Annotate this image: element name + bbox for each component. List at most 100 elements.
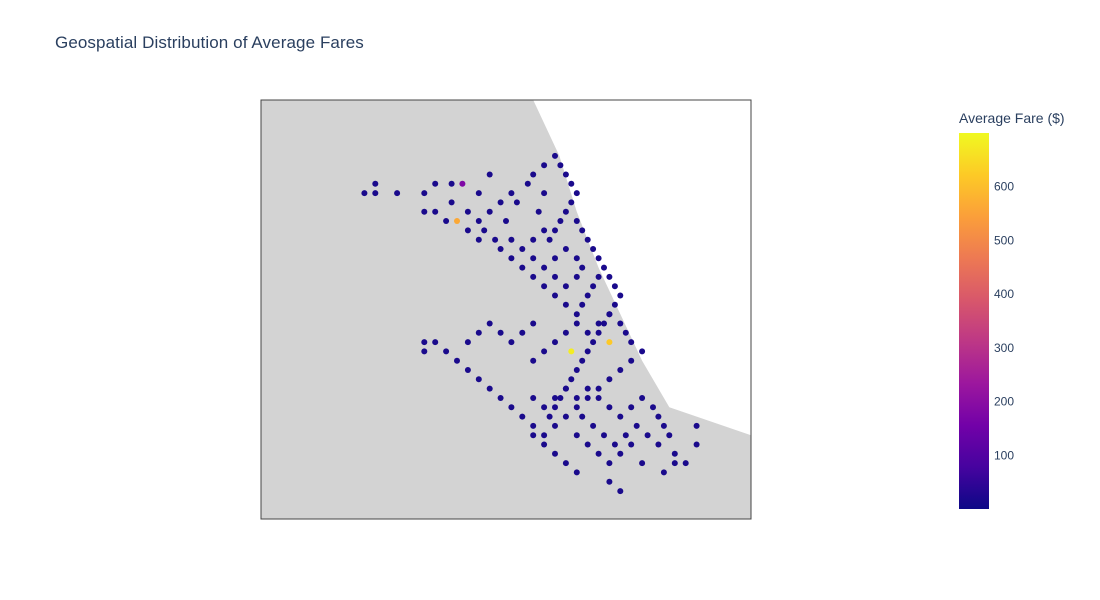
fare-point[interactable] — [617, 488, 624, 495]
fare-point[interactable] — [573, 311, 580, 318]
fare-point[interactable] — [606, 311, 613, 318]
fare-point[interactable] — [546, 236, 553, 243]
fare-point[interactable] — [552, 273, 558, 280]
fare-point[interactable] — [541, 190, 548, 197]
fare-point[interactable] — [622, 432, 629, 439]
fare-point[interactable] — [595, 395, 602, 401]
fare-point[interactable] — [584, 395, 591, 401]
fare-point[interactable] — [541, 283, 548, 290]
fare-point[interactable] — [557, 162, 564, 169]
fare-point[interactable] — [693, 422, 700, 429]
fare-point[interactable] — [464, 367, 471, 373]
fare-point[interactable] — [443, 348, 450, 355]
fare-point[interactable] — [530, 357, 537, 364]
fare-point[interactable] — [579, 264, 586, 271]
fare-point[interactable] — [617, 292, 624, 299]
fare-point[interactable] — [595, 385, 602, 392]
fare-point[interactable] — [595, 320, 602, 327]
fare-point[interactable] — [562, 385, 569, 392]
fare-point[interactable] — [552, 404, 558, 411]
fare-point[interactable] — [595, 255, 602, 262]
fare-point[interactable] — [573, 320, 580, 327]
fare-point[interactable] — [671, 450, 678, 457]
fare-point[interactable] — [432, 208, 439, 215]
fare-point[interactable] — [562, 246, 569, 252]
fare-point[interactable] — [579, 357, 586, 364]
fare-point[interactable] — [562, 171, 569, 178]
fare-point[interactable] — [541, 227, 548, 234]
fare-point[interactable] — [535, 208, 542, 215]
fare-point[interactable] — [590, 283, 597, 290]
fare-point[interactable] — [682, 460, 689, 467]
fare-point[interactable] — [606, 404, 613, 411]
fare-point[interactable] — [421, 348, 428, 355]
fare-point[interactable] — [513, 199, 520, 206]
fare-point[interactable] — [595, 450, 602, 457]
fare-point[interactable] — [497, 246, 504, 252]
fare-point[interactable] — [628, 357, 635, 364]
fare-point[interactable] — [552, 292, 558, 299]
fare-point[interactable] — [573, 218, 580, 224]
fare-point[interactable] — [443, 218, 450, 224]
fare-point[interactable] — [568, 180, 575, 187]
fare-point[interactable] — [573, 273, 580, 280]
fare-point[interactable] — [606, 273, 613, 280]
fare-point[interactable] — [573, 255, 580, 262]
fare-point[interactable] — [579, 301, 586, 308]
fare-point[interactable] — [432, 180, 439, 187]
fare-point[interactable] — [530, 171, 537, 178]
fare-point[interactable] — [552, 255, 558, 262]
fare-point[interactable] — [552, 395, 558, 401]
fare-point[interactable] — [372, 190, 379, 197]
fare-point[interactable] — [573, 395, 580, 401]
fare-point[interactable] — [508, 339, 515, 346]
fare-point[interactable] — [628, 339, 635, 346]
fare-point[interactable] — [546, 413, 553, 420]
fare-point[interactable] — [590, 246, 597, 252]
fare-point[interactable] — [584, 292, 591, 299]
fare-point[interactable] — [606, 460, 613, 467]
fare-point[interactable] — [628, 404, 635, 411]
fare-point[interactable] — [519, 413, 526, 420]
fare-point[interactable] — [552, 227, 558, 234]
fare-point[interactable] — [497, 199, 504, 206]
fare-point[interactable] — [519, 246, 526, 252]
fare-point[interactable] — [639, 348, 646, 355]
fare-point[interactable] — [508, 404, 515, 411]
fare-point[interactable] — [606, 376, 613, 383]
fare-point[interactable] — [552, 339, 558, 346]
fare-point[interactable] — [421, 208, 428, 215]
fare-point[interactable] — [530, 236, 537, 243]
fare-point[interactable] — [562, 413, 569, 420]
fare-point[interactable] — [606, 339, 613, 346]
fare-point[interactable] — [552, 422, 558, 429]
fare-point[interactable] — [617, 367, 624, 373]
fare-point[interactable] — [481, 227, 488, 234]
fare-point[interactable] — [454, 218, 460, 224]
fare-point[interactable] — [584, 385, 591, 392]
fare-point[interactable] — [475, 190, 482, 197]
fare-point[interactable] — [508, 236, 515, 243]
fare-point[interactable] — [595, 273, 602, 280]
fare-point[interactable] — [562, 301, 569, 308]
fare-point[interactable] — [541, 404, 548, 411]
fare-point[interactable] — [530, 255, 537, 262]
fare-point[interactable] — [568, 348, 575, 355]
fare-point[interactable] — [562, 208, 569, 215]
fare-point[interactable] — [562, 460, 569, 467]
fare-point[interactable] — [454, 357, 460, 364]
fare-point[interactable] — [671, 460, 678, 467]
fare-point[interactable] — [579, 413, 586, 420]
fare-point[interactable] — [573, 432, 580, 439]
fare-point[interactable] — [486, 385, 493, 392]
fare-point[interactable] — [557, 395, 564, 401]
fare-point[interactable] — [644, 432, 651, 439]
fare-point[interactable] — [530, 422, 537, 429]
fare-point[interactable] — [562, 283, 569, 290]
fare-point[interactable] — [639, 395, 646, 401]
fare-point[interactable] — [421, 190, 428, 197]
fare-point[interactable] — [475, 236, 482, 243]
fare-point[interactable] — [552, 450, 558, 457]
fare-point[interactable] — [660, 422, 667, 429]
fare-point[interactable] — [666, 432, 673, 439]
